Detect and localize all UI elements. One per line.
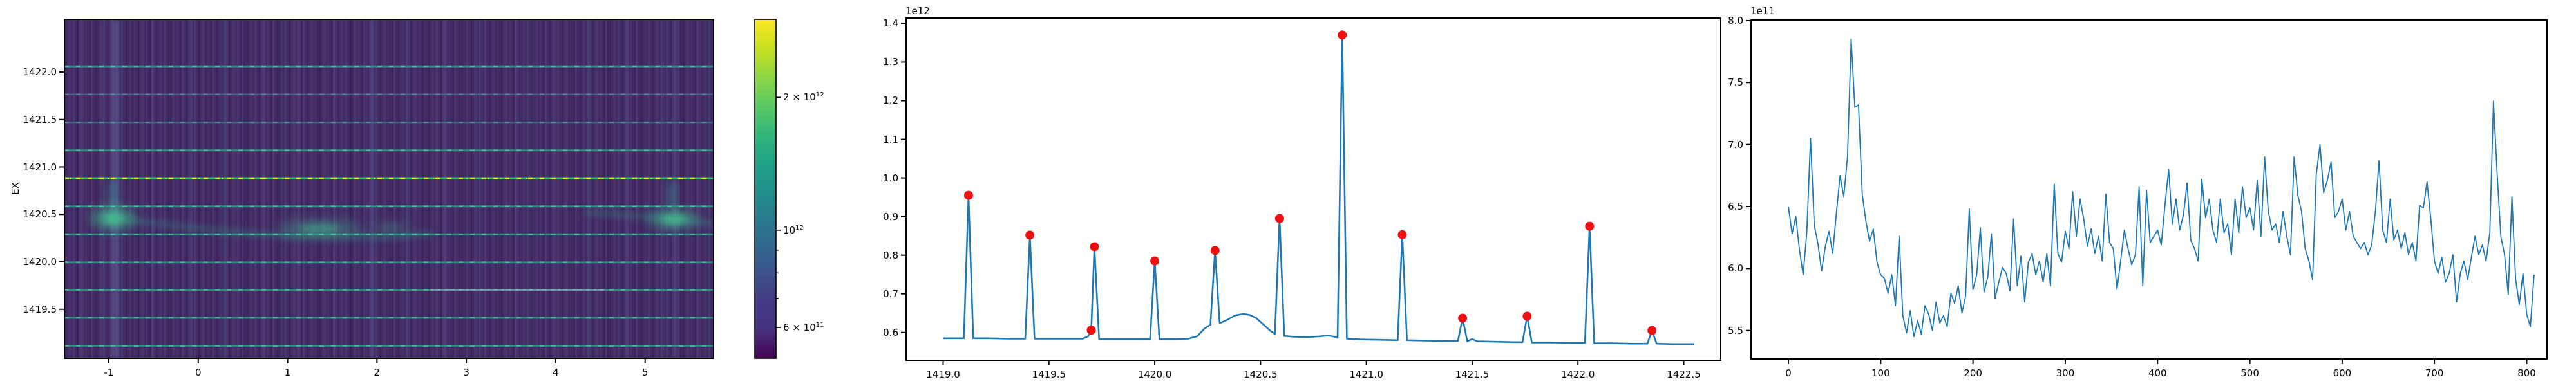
heatmap-y-tick-label: 1420.0 <box>23 255 57 268</box>
timeseries-axis-offset-label: 1e11 <box>1750 5 1775 17</box>
peak-marker <box>963 190 973 200</box>
heatmap-y-tick-label: 1422.0 <box>23 66 57 78</box>
peaks-y-tick-label: 1.4 <box>883 17 898 30</box>
peak-marker <box>1522 311 1532 321</box>
heatmap-x-tick-label: 0 <box>194 367 202 378</box>
timeseries-y-tick-label: 6.0 <box>1728 262 1743 275</box>
heatmap-x-tick-label: 4 <box>553 367 559 378</box>
peak-marker <box>1458 313 1468 323</box>
peaks-y-tick-label: 1.1 <box>883 133 898 145</box>
colorbar-tick-label: 6 × 1011 <box>783 322 824 334</box>
heatmap-y-tick-label: 1421.0 <box>23 161 57 173</box>
heatmap-y-tick-label: 1420.5 <box>23 208 57 221</box>
heatmap-y-tick-label: 1421.5 <box>23 113 57 125</box>
peak-marker <box>1086 326 1096 335</box>
timeseries-x-tick-label: 0 <box>1785 367 1792 379</box>
peaks-y-tick-label: 1.0 <box>883 172 898 184</box>
peak-marker <box>1274 214 1284 223</box>
heatmap-x-tick-label: -1 <box>104 367 114 378</box>
peak-marker <box>1338 30 1347 40</box>
heatmap-x-tick-label: 2 <box>374 367 381 378</box>
peaks-x-tick-label: 1422.0 <box>1560 369 1595 380</box>
peaks-y-tick-label: 0.7 <box>883 288 898 300</box>
colorbar-tick-label: 1012 <box>783 224 804 236</box>
timeseries-x-tick-label: 400 <box>2148 367 2167 379</box>
heatmap-y-axis-label: EX <box>9 182 21 195</box>
peak-marker <box>1397 230 1407 239</box>
timeseries-y-tick-label: 7.5 <box>1728 77 1743 89</box>
peak-marker <box>1647 326 1657 335</box>
timeseries-x-tick-label: 300 <box>2056 367 2075 379</box>
peaks-x-tick-label: 1420.5 <box>1244 369 1278 380</box>
peaks-x-tick-label: 1419.0 <box>926 369 960 380</box>
timeseries-line-series <box>1788 39 2535 338</box>
heatmap-frame <box>64 19 714 359</box>
timeseries-x-tick-label: 500 <box>2240 367 2259 379</box>
peaks-y-tick-label: 1.2 <box>883 95 898 107</box>
timeseries-y-tick-label: 7.0 <box>1728 138 1743 151</box>
peaks-x-tick-label: 1419.5 <box>1032 369 1066 380</box>
timeseries-x-tick-label: 800 <box>2517 367 2536 379</box>
peaks-x-tick-label: 1421.0 <box>1349 369 1383 380</box>
colorbar-gradient <box>755 19 776 358</box>
peaks-x-tick-label: 1422.5 <box>1667 369 1701 380</box>
peaks-x-tick-label: 1421.5 <box>1455 369 1490 380</box>
peaks-frame <box>905 17 1721 361</box>
timeseries-x-tick-label: 100 <box>1871 367 1890 379</box>
peak-marker <box>1090 242 1099 252</box>
timeseries-frame <box>1750 19 2548 360</box>
peaks-y-tick-label: 1.3 <box>883 56 898 68</box>
peak-marker <box>1585 221 1595 231</box>
peak-marker <box>1210 246 1220 255</box>
heatmap-x-tick-label: 5 <box>641 367 649 378</box>
heatmap-x-tick-label: 1 <box>284 367 291 378</box>
peaks-y-tick-label: 0.8 <box>883 249 898 261</box>
colorbar-tick-label: 2 × 1012 <box>783 91 824 104</box>
peaks-y-tick-label: 0.6 <box>883 326 898 338</box>
peaks-axis-offset-label: 1e12 <box>905 5 930 17</box>
peak-marker <box>1025 230 1035 240</box>
timeseries-x-tick-label: 700 <box>2425 367 2444 379</box>
timeseries-y-tick-label: 6.5 <box>1728 200 1743 212</box>
timeseries-x-tick-label: 200 <box>1964 367 1982 379</box>
heatmap-x-tick-label: 3 <box>463 367 469 378</box>
colorbar-frame <box>754 19 777 359</box>
peak-marker <box>1150 256 1160 266</box>
peaks-y-tick-label: 0.9 <box>883 210 898 223</box>
peaks-x-tick-label: 1420.0 <box>1137 369 1172 380</box>
timeseries-x-tick-label: 600 <box>2333 367 2352 379</box>
timeseries-y-tick-label: 5.5 <box>1728 324 1743 336</box>
timeseries-y-tick-label: 8.0 <box>1728 14 1743 26</box>
peaks-line-series <box>943 34 1694 345</box>
heatmap-image <box>64 19 714 358</box>
heatmap-y-tick-label: 1419.5 <box>23 303 57 315</box>
